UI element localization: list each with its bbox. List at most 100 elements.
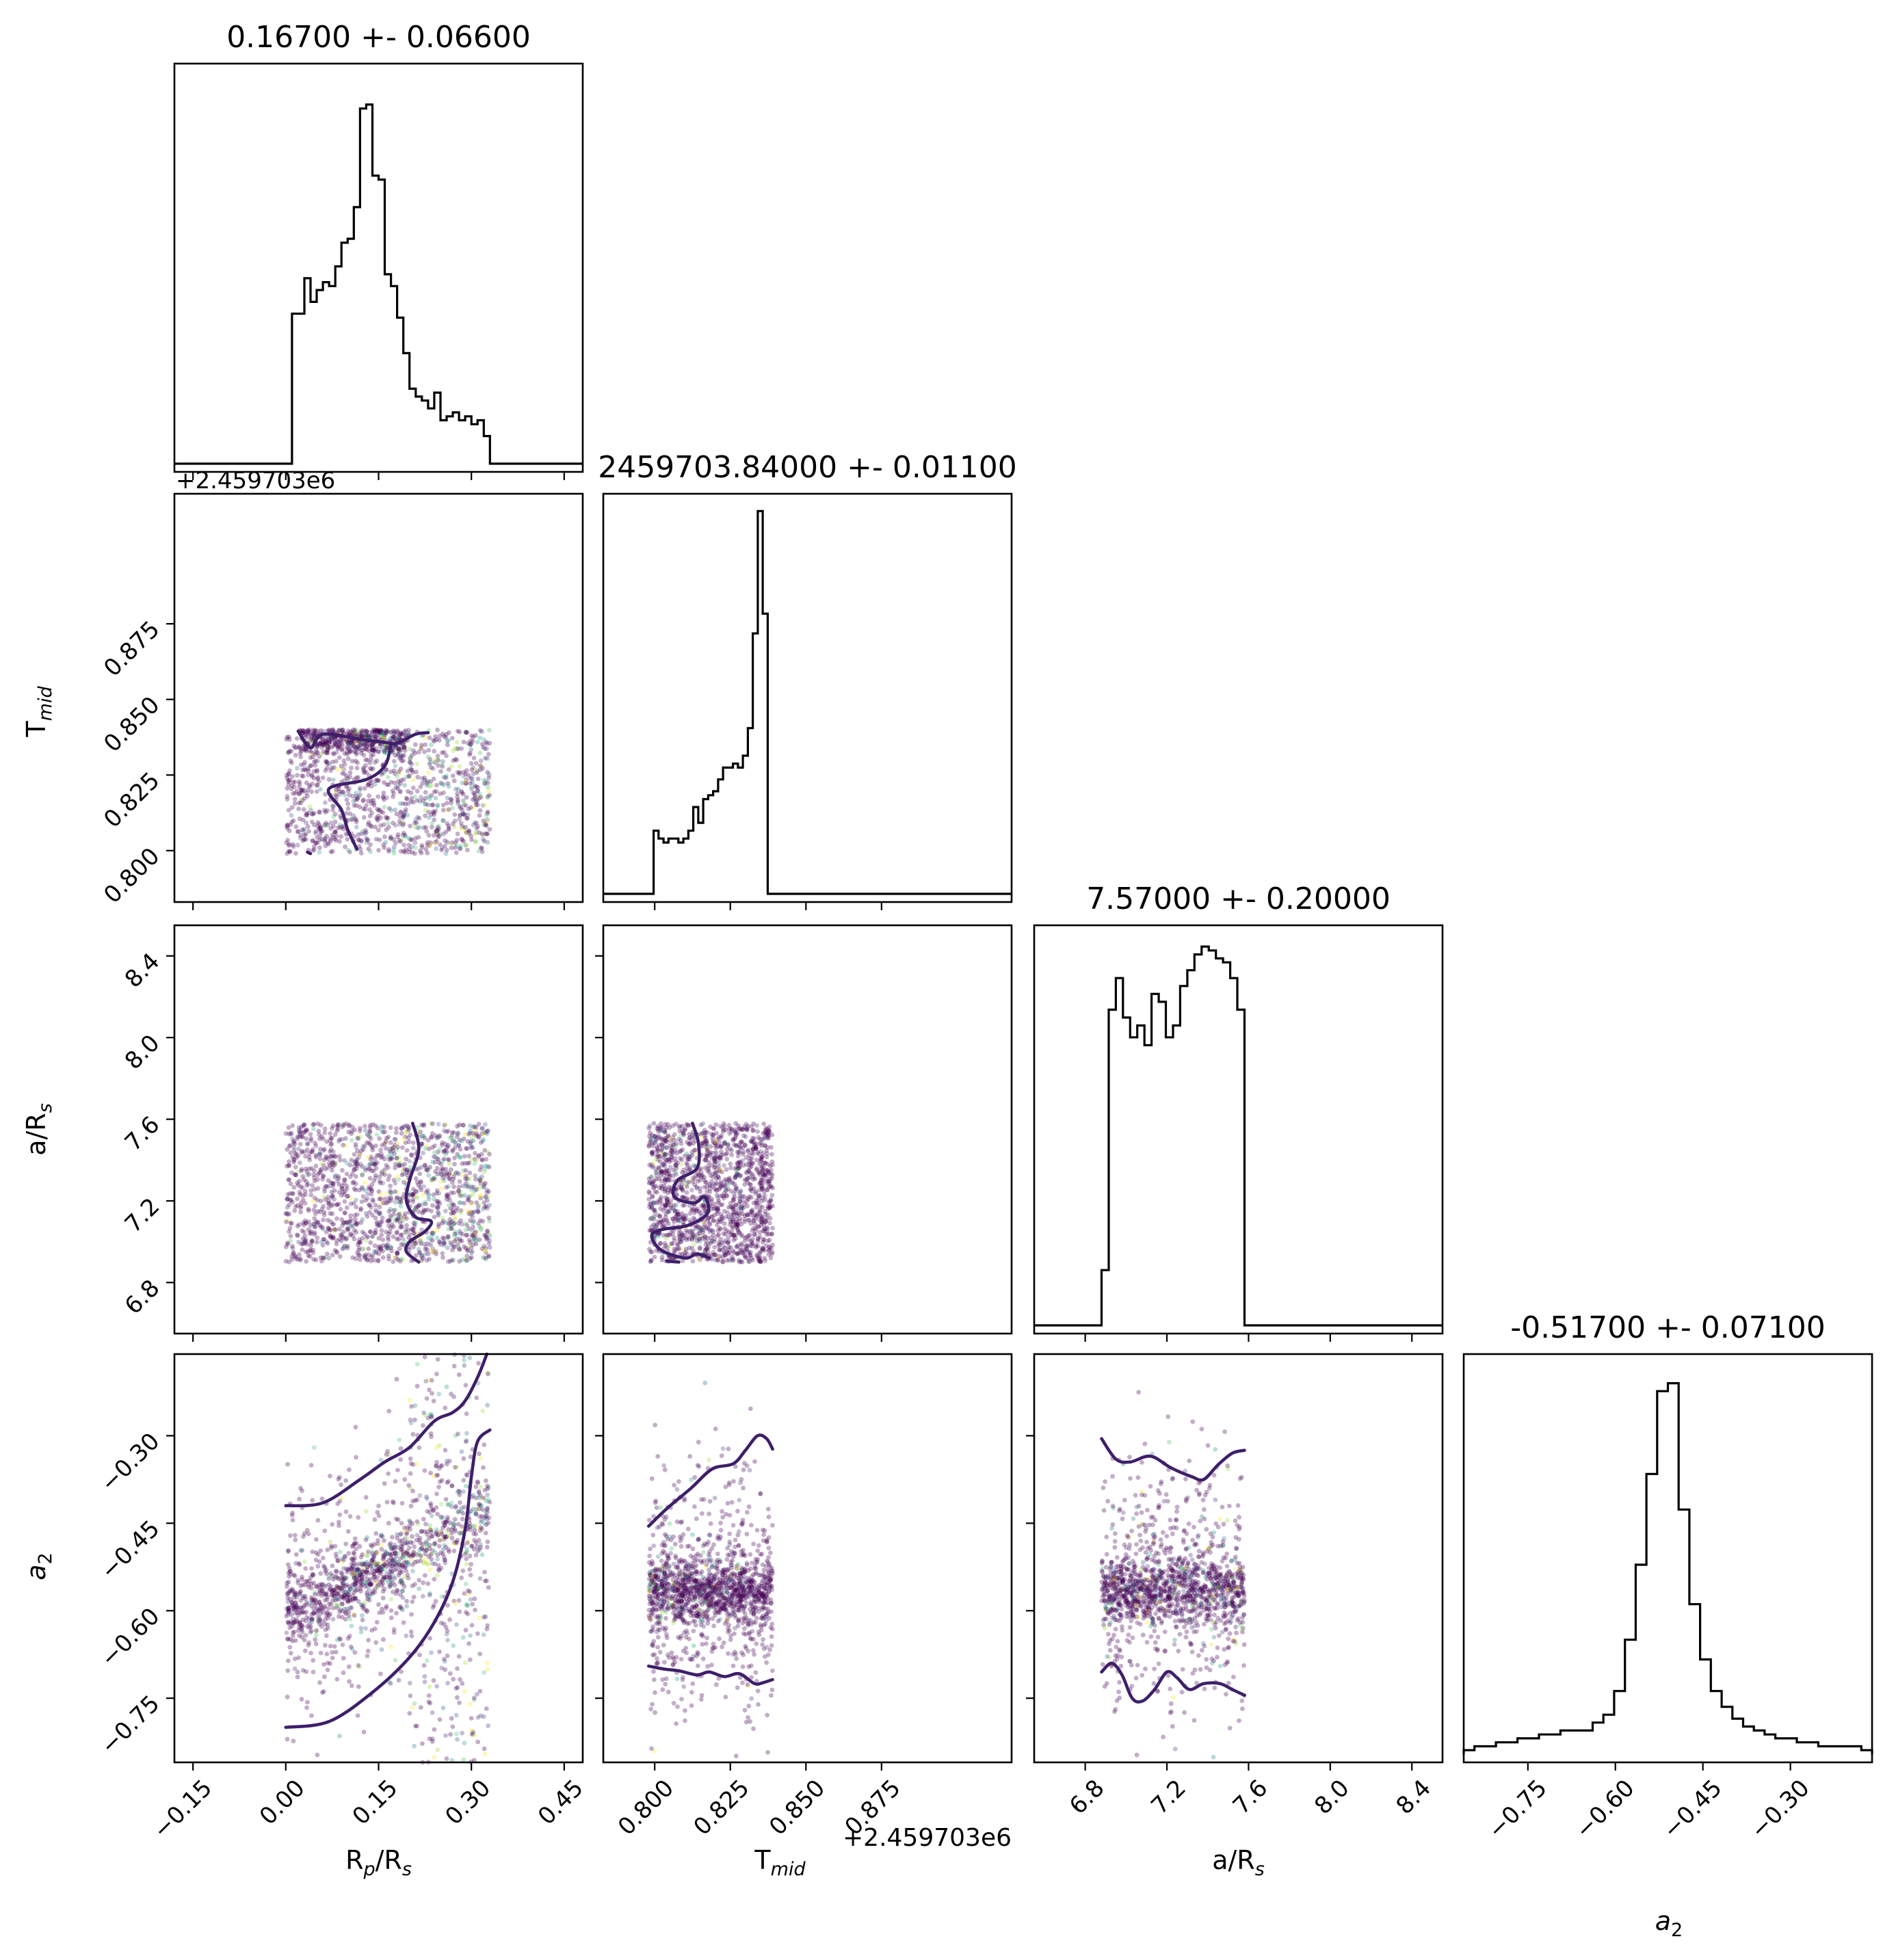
scatter-point <box>332 836 337 842</box>
scatter-point <box>291 818 296 823</box>
scatter-point <box>355 1163 360 1168</box>
scatter-point <box>451 1210 456 1216</box>
scatter-point <box>395 1251 399 1256</box>
scatter-point <box>707 1189 713 1194</box>
scatter-point <box>285 776 290 781</box>
scatter-point <box>356 1252 361 1258</box>
scatter-point <box>427 843 432 848</box>
scatter-point <box>463 1221 469 1226</box>
scatter-point <box>355 1148 360 1154</box>
scatter-point <box>322 739 328 744</box>
scatter-point <box>759 1219 764 1224</box>
scatter-point <box>364 1140 369 1145</box>
scatter-point <box>402 1162 408 1167</box>
scatter-point <box>659 1183 664 1189</box>
scatter-point <box>315 767 320 773</box>
scatter-point <box>700 1121 706 1126</box>
scatter-point <box>330 737 334 741</box>
scatter-point <box>284 1219 289 1224</box>
scatter-point <box>477 1237 482 1243</box>
scatter-point <box>690 1179 696 1184</box>
scatter-point <box>309 1240 314 1245</box>
scatter-point <box>467 1170 473 1176</box>
scatter-point <box>397 838 402 843</box>
scatter-point <box>733 1173 739 1178</box>
scatter-point <box>748 1187 753 1192</box>
scatter-point <box>447 1258 453 1264</box>
scatter-point <box>449 1180 455 1185</box>
scatter-point <box>322 1130 328 1135</box>
scatter-point <box>456 1598 462 1603</box>
scatter-point <box>432 812 436 817</box>
scatter-point <box>321 1204 326 1209</box>
scatter-point <box>389 1191 394 1196</box>
scatter-point <box>324 1633 329 1639</box>
scatter-point <box>295 829 300 834</box>
scatter-point <box>421 1580 426 1585</box>
scatter-point <box>322 823 328 828</box>
scatter-point <box>435 802 440 808</box>
scatter-point <box>458 844 463 849</box>
scatter-point <box>477 813 482 818</box>
scatter-point <box>355 1713 360 1719</box>
scatter-point <box>453 840 458 845</box>
scatter-point <box>391 1259 396 1264</box>
scatter-point <box>293 1165 298 1169</box>
scatter-point <box>435 1357 440 1362</box>
scatter-point <box>360 1171 365 1177</box>
scatter-point <box>451 1643 456 1648</box>
scatter-point <box>353 1174 358 1179</box>
scatter-point <box>452 819 458 823</box>
scatter-point <box>287 1226 293 1231</box>
scatter-point <box>328 1210 332 1216</box>
scatter-point <box>376 1246 382 1251</box>
scatter-point <box>392 780 397 786</box>
scatter-point <box>434 1204 439 1210</box>
scatter-point <box>701 1140 707 1145</box>
scatter-point <box>313 830 318 836</box>
scatter-point <box>306 730 311 734</box>
scatter-point <box>360 1247 365 1252</box>
scatter-point <box>464 843 469 848</box>
scatter-point <box>433 840 438 846</box>
scatter-point <box>423 790 428 795</box>
scatter-point <box>758 1204 763 1209</box>
scatter-point <box>300 1148 304 1154</box>
scatter-point <box>305 1173 311 1178</box>
scatter-point <box>366 1252 371 1257</box>
scatter-point <box>354 775 359 780</box>
scatter-point <box>397 1161 402 1166</box>
scatter-point <box>414 820 419 825</box>
scatter-point <box>317 754 322 759</box>
scatter-point <box>328 1131 333 1136</box>
scatter-point <box>477 808 483 813</box>
scatter-point <box>462 828 468 834</box>
scatter-point <box>754 1245 759 1250</box>
scatter-point <box>762 1256 767 1260</box>
scatter-point <box>378 823 383 828</box>
scatter-point <box>761 1240 765 1245</box>
scatter-point <box>380 810 386 815</box>
scatter-point <box>410 1145 416 1151</box>
scatter-point <box>352 803 357 808</box>
scatter-point <box>480 1219 486 1224</box>
scatter-point <box>422 1680 427 1684</box>
scatter-point <box>409 767 414 773</box>
scatter-point <box>433 829 438 834</box>
scatter-point <box>328 1661 333 1667</box>
scatter-point <box>401 753 406 758</box>
scatter-point <box>698 1245 702 1250</box>
scatter-point <box>729 1148 734 1153</box>
scatter-point <box>337 838 342 844</box>
scatter-point <box>455 745 460 751</box>
scatter-point <box>367 1229 373 1234</box>
scatter-point <box>350 758 355 764</box>
scatter-point <box>466 828 472 834</box>
scatter-point <box>360 734 365 739</box>
scatter-point <box>475 739 480 745</box>
scatter-point <box>404 1633 409 1639</box>
scatter-point <box>689 1208 694 1213</box>
scatter-point <box>287 737 292 742</box>
scatter-point <box>670 1145 674 1150</box>
scatter-point <box>286 778 291 783</box>
